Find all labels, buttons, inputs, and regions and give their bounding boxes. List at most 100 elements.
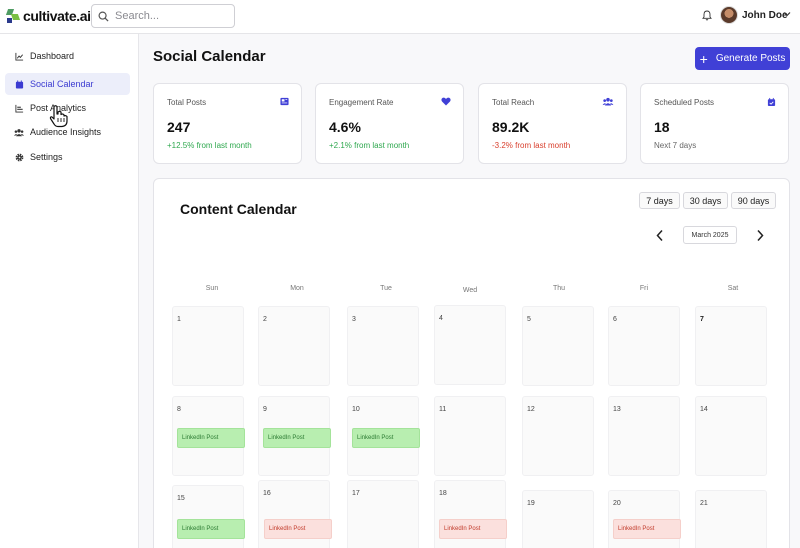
sidebar-item-post-analytics[interactable]: Post Analytics [5,97,130,119]
weekday-label: Wed [462,287,478,294]
sidebar-item-settings[interactable]: Settings [5,146,130,168]
chart-line-icon [14,51,24,61]
day-number: 7 [700,316,704,323]
day-number: 10 [352,406,360,413]
calendar-day[interactable]: 15 LinkedIn Post [172,485,245,548]
plus-icon: + [699,50,708,67]
range-90-days-button[interactable]: 90 days [731,192,776,209]
day-number: 13 [613,406,621,413]
calendar-day[interactable]: 6 [608,306,680,386]
scheduled-post[interactable]: LinkedIn Post [263,428,331,448]
calendar-day[interactable]: 16 LinkedIn Post [258,480,332,548]
hand-pointer-icon [49,105,68,128]
scheduled-post[interactable]: LinkedIn Post [352,428,420,448]
sidebar-item-audience-insights[interactable]: Audience Insights [5,121,130,143]
top-bar: cultivate.ai John Doe [0,0,800,34]
calendar-day[interactable]: 11 [434,396,506,476]
calendar-day[interactable]: 21 [695,490,767,548]
brand-logo[interactable]: cultivate.ai [5,8,91,24]
calendar-day[interactable]: 19 [522,490,594,548]
day-number: 2 [263,316,267,323]
day-number: 3 [352,316,356,323]
stat-value: 247 [167,119,191,135]
search-icon [98,11,109,22]
calendar-icon [14,79,24,89]
scheduled-post[interactable]: LinkedIn Post [613,519,681,539]
chevron-down-icon[interactable] [783,11,791,17]
calendar-day[interactable]: 4 [434,305,506,385]
day-number: 21 [700,500,708,507]
day-number: 14 [700,406,708,413]
sidebar-item-dashboard[interactable]: Dashboard [5,45,130,67]
calendar-title: Content Calendar [180,201,297,217]
stat-card-total-reach: Total Reach 89.2K -3.2% from last month [478,83,627,164]
sidebar-item-label: Audience Insights [30,127,102,137]
stat-card-scheduled-posts: Scheduled Posts 18 Next 7 days [640,83,789,164]
day-number: 17 [352,490,360,497]
previous-month-icon[interactable] [655,229,665,242]
stat-change: +12.5% from last month [167,141,252,150]
stat-change: -3.2% from last month [492,141,571,150]
scheduled-post[interactable]: LinkedIn Post [177,519,245,539]
day-number: 16 [263,490,271,497]
stat-card-total-posts: Total Posts 247 +12.5% from last month [153,83,302,164]
calendar-day[interactable]: 18 LinkedIn Post [434,480,507,548]
calendar-day[interactable]: 14 [695,396,767,476]
sidebar: Dashboard Social Calendar Post Analytics… [0,34,139,548]
weekday-label: Tue [380,285,392,292]
scheduled-post[interactable]: LinkedIn Post [177,428,245,448]
stat-note: Next 7 days [654,141,697,150]
search-input[interactable] [115,10,225,22]
calendar-day[interactable]: 9 LinkedIn Post [258,396,331,476]
users-icon [602,97,614,106]
generate-posts-button[interactable]: + Generate Posts [695,47,790,70]
sidebar-item-label: Post Analytics [30,103,87,113]
day-number: 4 [439,315,443,322]
users-icon [14,127,24,137]
calendar-day[interactable]: 3 [347,306,419,386]
stat-change: +2.1% from last month [329,141,410,150]
scheduled-post[interactable]: LinkedIn Post [264,519,332,539]
sidebar-item-social-calendar[interactable]: Social Calendar [5,73,130,95]
generate-posts-label: Generate Posts [715,53,786,64]
calendar-day[interactable]: 13 [608,396,680,476]
calendar-day[interactable]: 7 [695,306,767,386]
day-number: 6 [613,316,617,323]
stat-label: Total Posts [167,98,207,107]
calendar-day[interactable]: 8 LinkedIn Post [172,396,245,476]
calendar-day[interactable]: 20 LinkedIn Post [608,490,681,548]
stat-value: 89.2K [492,119,530,135]
range-30-days-button[interactable]: 30 days [683,192,728,209]
calendar-day[interactable]: 12 [522,396,594,476]
calendar-day[interactable]: 2 [258,306,330,386]
sidebar-item-label: Settings [30,152,63,162]
day-number: 1 [177,316,181,323]
calendar-day[interactable]: 1 [172,306,244,386]
sidebar-item-label: Dashboard [30,51,75,61]
range-7-days-button[interactable]: 7 days [639,192,680,209]
calendar-day[interactable]: 10 LinkedIn Post [347,396,420,476]
user-name[interactable]: John Doe [742,10,788,21]
day-number: 9 [263,406,267,413]
calendar-check-icon [767,97,776,107]
stat-card-engagement-rate: Engagement Rate 4.6% +2.1% from last mon… [315,83,464,164]
current-month[interactable]: March 2025 [683,226,737,244]
notification-bell-icon[interactable] [702,10,712,21]
bar-chart-icon [14,103,24,113]
avatar[interactable] [720,6,738,24]
calendar-day[interactable]: 5 [522,306,594,386]
stat-value: 18 [654,119,670,135]
day-number: 12 [527,406,535,413]
day-number: 20 [613,500,621,507]
weekday-label: Sun [205,285,219,292]
stat-label: Scheduled Posts [654,98,715,107]
scheduled-post[interactable]: LinkedIn Post [439,519,507,539]
weekday-label: Thu [552,285,566,292]
next-month-icon[interactable] [755,229,765,242]
search-box[interactable] [91,4,235,28]
brand-name: cultivate.ai [23,8,91,24]
calendar-day[interactable]: 17 [347,480,419,548]
logo-mark-icon [5,9,21,23]
day-number: 8 [177,406,181,413]
day-number: 15 [177,495,185,502]
